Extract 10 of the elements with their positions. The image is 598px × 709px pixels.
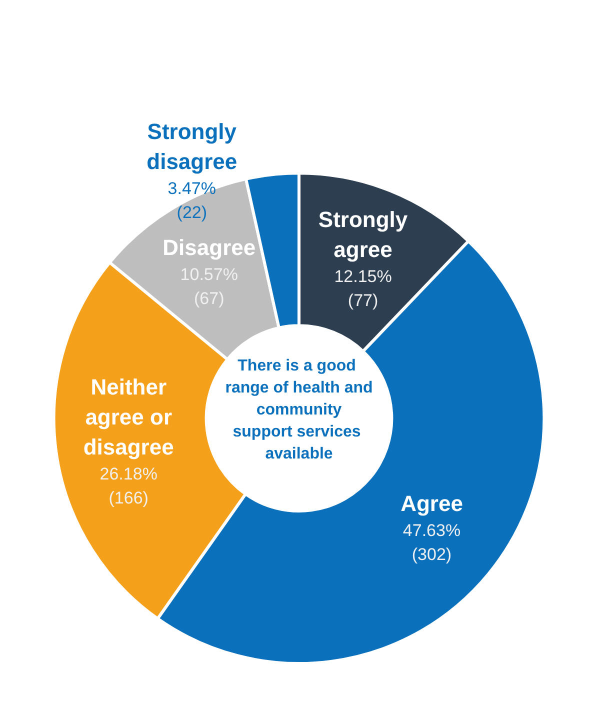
slice-label: Disagree <box>162 235 256 260</box>
slice-label: Neither agree or disagree <box>83 374 174 460</box>
slice-label: Agree <box>400 491 463 516</box>
slice-label: Strongly disagree <box>146 119 238 174</box>
data-label: 3.47% (22) <box>168 179 216 222</box>
data-label: 12.15% (77) <box>334 267 392 310</box>
data-label: 26.18% (166) <box>100 464 158 508</box>
text: There is a good range of health and community support services available <box>225 358 373 462</box>
data-label: 47.63% (302) <box>402 521 461 564</box>
slice-label: Strongly agree <box>318 207 408 262</box>
